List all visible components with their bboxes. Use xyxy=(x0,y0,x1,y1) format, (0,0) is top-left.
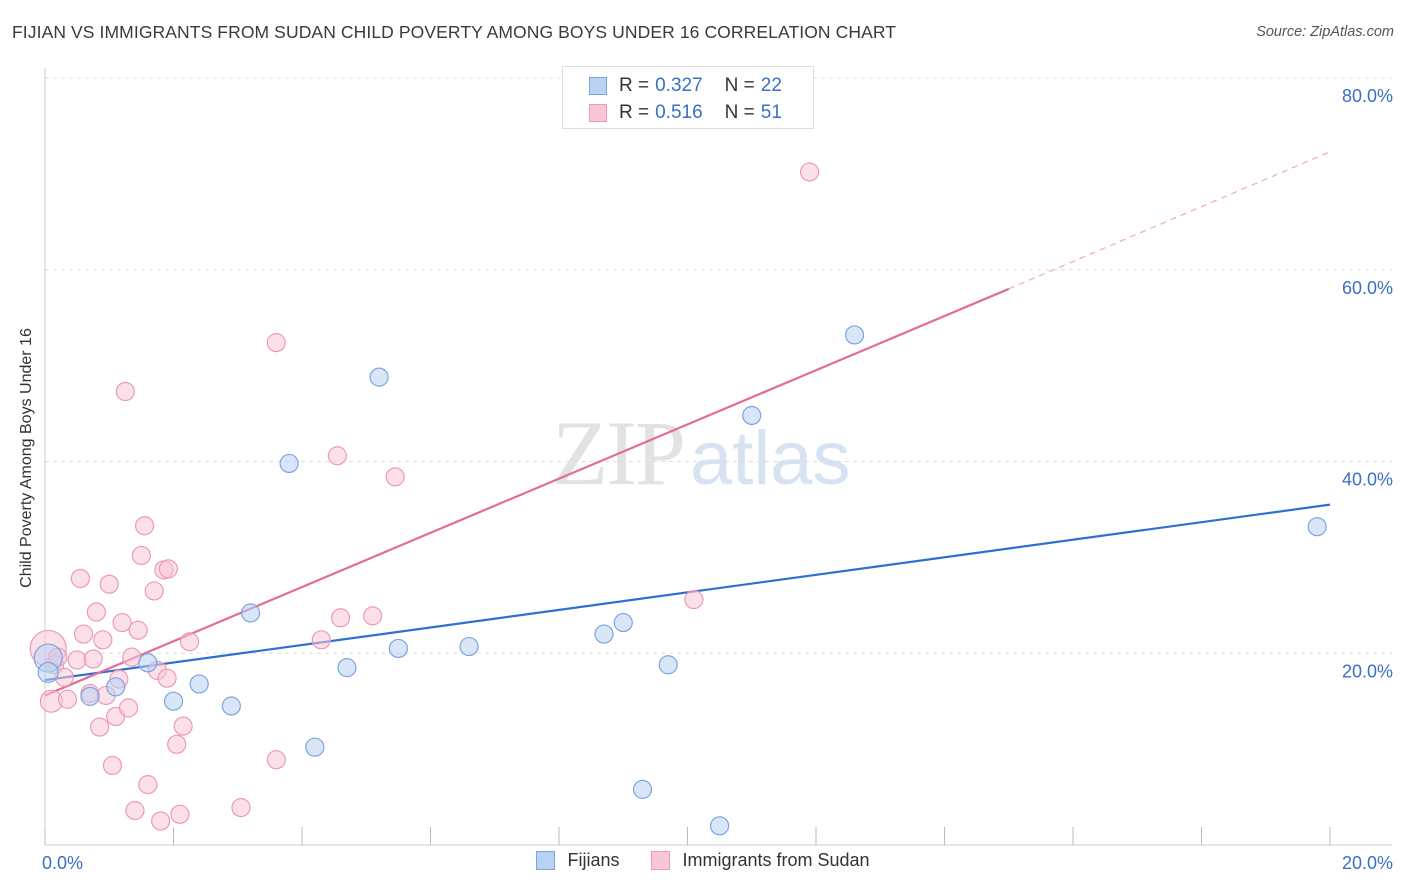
sudan-point xyxy=(799,162,820,182)
sudan-point xyxy=(125,800,145,821)
fijian-point xyxy=(369,367,389,387)
correlation-legend: R = 0.327 N = 22 R = 0.516 N = 51 xyxy=(562,66,814,129)
sudan-point xyxy=(112,612,132,633)
sudan-point xyxy=(67,650,87,670)
fijian-point xyxy=(658,655,678,675)
fijian-trend-line xyxy=(44,503,1331,682)
tick-labels: 20.0% 40.0% 60.0% 80.0% 0.0% 20.0% xyxy=(42,86,1393,873)
watermark-atlas: atlas xyxy=(690,416,851,501)
trend-lines xyxy=(44,151,1331,697)
y-tick-label: 20.0% xyxy=(1342,661,1393,681)
fijian-point xyxy=(80,686,100,706)
sudan-point xyxy=(144,581,164,601)
sudan-point xyxy=(330,608,351,628)
legend-r-label: R = xyxy=(619,102,650,123)
y-tick-label: 60.0% xyxy=(1342,278,1393,298)
fijian-point xyxy=(388,638,408,659)
legend-swatch-sudan xyxy=(651,851,671,870)
legend-r-value: 0.327 xyxy=(655,75,703,96)
sudan-point xyxy=(93,630,113,650)
x-tick-label: 20.0% xyxy=(1342,853,1393,873)
fijian-point xyxy=(632,779,653,799)
fijian-point xyxy=(459,636,479,657)
legend-row-sudan: R = 0.516 N = 51 xyxy=(589,100,782,126)
legend-swatch-fijians xyxy=(536,851,556,870)
legend-item-sudan: Immigrants from Sudan xyxy=(651,850,870,871)
legend-n-label: N = xyxy=(724,75,755,96)
sudan-point xyxy=(99,574,119,594)
sudan-trend-extension xyxy=(1008,151,1331,290)
legend-swatch-fijians xyxy=(589,77,607,95)
axes xyxy=(44,68,1392,846)
fijian-point xyxy=(37,661,59,684)
sudan-point xyxy=(385,467,405,487)
sudan-point xyxy=(151,811,171,831)
sudan-point xyxy=(157,668,177,688)
legend-n-value: 51 xyxy=(760,102,782,123)
sudan-point xyxy=(170,804,190,824)
fijian-point xyxy=(241,603,261,623)
fijian-point xyxy=(844,325,865,345)
y-tick-label: 40.0% xyxy=(1342,470,1393,490)
fijian-point xyxy=(710,816,730,836)
sudan-point xyxy=(115,381,135,402)
x-tick-label: 0.0% xyxy=(42,853,83,873)
legend-row-fijians: R = 0.327 N = 22 xyxy=(589,73,782,99)
sudan-point xyxy=(684,589,704,610)
fijian-point xyxy=(106,677,126,697)
grid-lines xyxy=(45,77,1392,654)
fijian-point xyxy=(594,624,614,644)
sudan-point xyxy=(131,545,151,566)
sudan-point xyxy=(86,602,107,622)
sudan-point xyxy=(266,750,286,770)
sudan-point xyxy=(138,774,158,795)
series-legend: Fijians Immigrants from Sudan xyxy=(0,850,1406,871)
y-axis-label: Child Poverty Among Boys Under 16 xyxy=(18,328,35,588)
legend-n-label: N = xyxy=(724,102,755,123)
fijian-point xyxy=(189,674,209,694)
fijian-point xyxy=(1307,517,1327,537)
sudan-point xyxy=(167,734,187,754)
sudan-point xyxy=(83,649,103,669)
fijian-point xyxy=(305,737,325,757)
fijian-point xyxy=(337,658,357,678)
fijian-point xyxy=(221,696,241,716)
sudan-point xyxy=(266,333,286,353)
sudan-point xyxy=(128,620,148,640)
sudan-point xyxy=(231,798,251,818)
sudan-point xyxy=(173,716,193,736)
sudan-trend-line xyxy=(44,287,1010,697)
fijian-point xyxy=(613,612,633,633)
fijian-point xyxy=(138,653,158,673)
sudan-point xyxy=(363,606,383,626)
sudan-point xyxy=(122,647,142,667)
sudan-point xyxy=(327,446,347,466)
sudan-point xyxy=(70,568,90,589)
sudan-point xyxy=(134,516,155,536)
fijian-point xyxy=(163,691,184,711)
sudan-point xyxy=(57,689,78,709)
data-points xyxy=(29,162,1327,836)
y-tick-label: 80.0% xyxy=(1342,86,1393,106)
legend-n-value: 22 xyxy=(760,75,782,96)
zipatlas-watermark: ZIPatlas xyxy=(552,400,851,506)
legend-item-fijians: Fijians xyxy=(536,850,619,871)
legend-label-sudan: Immigrants from Sudan xyxy=(682,850,870,870)
legend-r-label: R = xyxy=(619,75,650,96)
fijian-point xyxy=(279,453,299,474)
source-label: Source: ZipAtlas.com xyxy=(1256,24,1394,40)
legend-r-value: 0.516 xyxy=(655,102,703,123)
legend-swatch-sudan xyxy=(589,104,607,122)
fijian-point xyxy=(742,405,762,426)
sudan-point xyxy=(179,632,200,652)
chart-title: FIJIAN VS IMMIGRANTS FROM SUDAN CHILD PO… xyxy=(12,22,897,42)
legend-label-fijians: Fijians xyxy=(567,850,620,870)
sudan-point xyxy=(158,559,178,579)
sudan-point xyxy=(118,698,139,718)
sudan-point xyxy=(102,755,123,776)
sudan-point xyxy=(73,624,94,644)
sudan-point xyxy=(311,630,331,650)
sudan-point xyxy=(90,717,110,737)
